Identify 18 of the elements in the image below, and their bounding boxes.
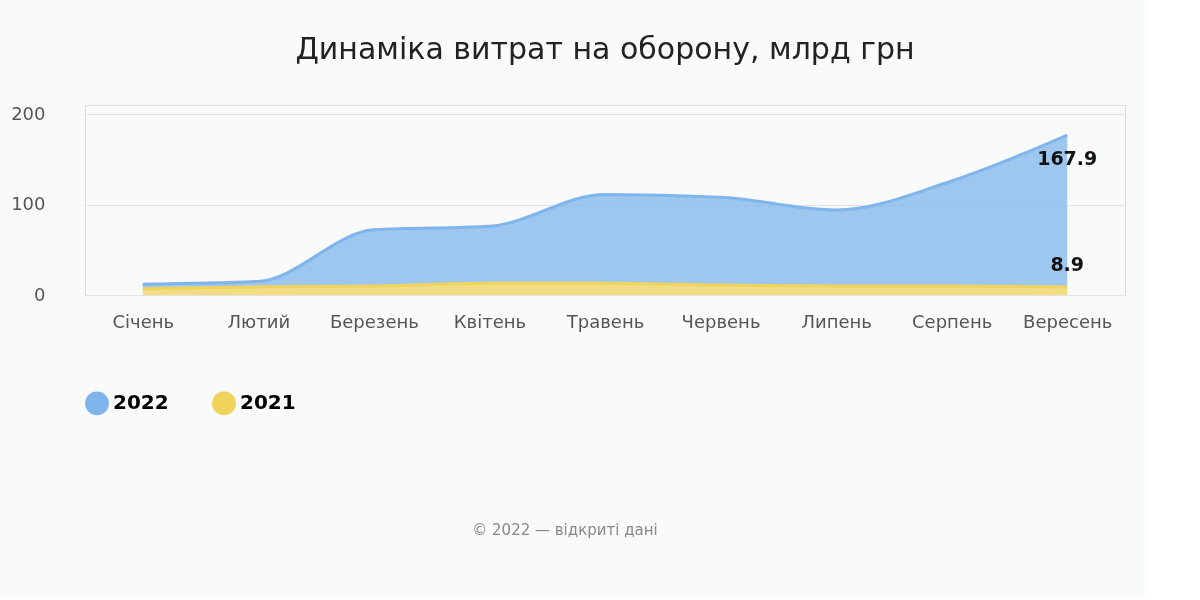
x-tick-label: Березень (329, 310, 419, 332)
y-tick-label: 200 (11, 102, 46, 124)
x-tick-label: Лютий (227, 310, 291, 332)
legend-label: 2021 (240, 390, 296, 415)
chart-title: Динаміка витрат на оборону, млрд грн (295, 31, 915, 66)
data-label: 167.9 (1037, 147, 1098, 170)
text: © 2022 — відкриті дані (472, 521, 658, 539)
x-tick-label: Липень (801, 310, 872, 332)
x-tick-label: Серпень (912, 310, 993, 332)
x-tick-label: Червень (681, 310, 761, 332)
x-tick-label: Травень (565, 310, 645, 332)
x-tick-label: Січень (112, 310, 175, 332)
legend-label: 2022 (113, 390, 169, 415)
y-tick-label: 0 (34, 283, 46, 305)
x-tick-label: Вересень (1023, 310, 1113, 332)
y-tick-label: 100 (11, 193, 46, 215)
x-tick-label: Квітень (453, 310, 527, 332)
data-label: 8.9 (1050, 252, 1085, 275)
